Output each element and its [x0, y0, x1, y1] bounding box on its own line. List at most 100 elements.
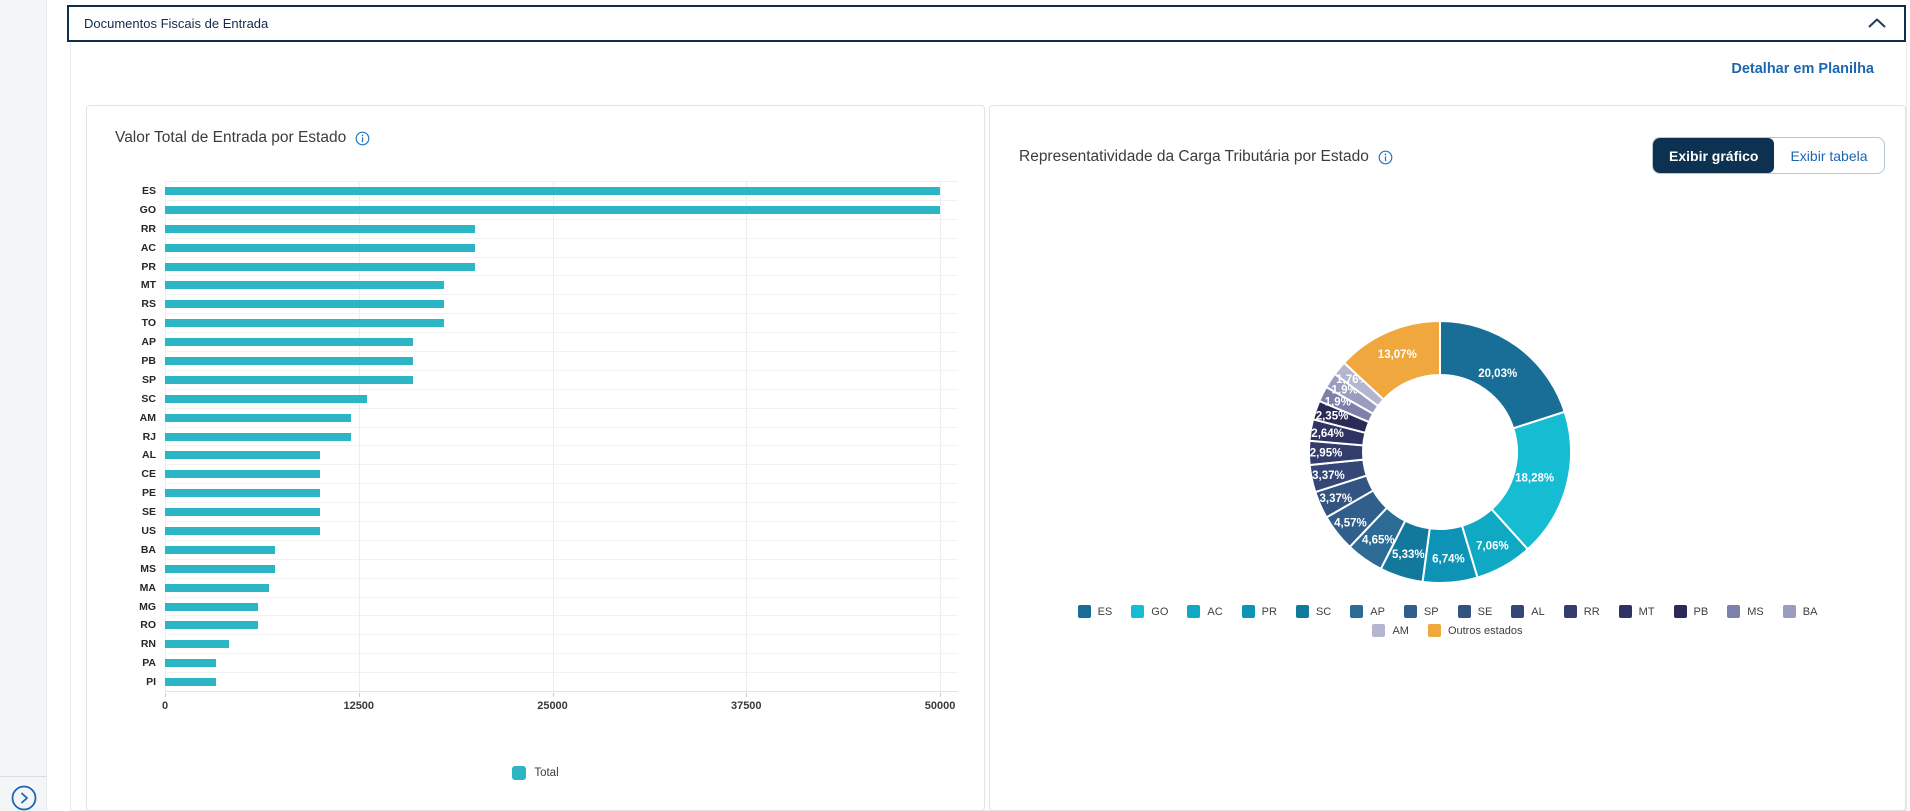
- bar-legend-total[interactable]: Total: [86, 766, 985, 780]
- legend-item-go[interactable]: GO: [1131, 605, 1168, 618]
- donut-slice-value-label: 7,06%: [1476, 540, 1509, 552]
- grid-line: [358, 182, 360, 691]
- donut-slice-value-label: 1,9%: [1331, 385, 1357, 397]
- bar-category-label: MT: [140, 279, 156, 292]
- bar: [165, 526, 320, 535]
- bar: [165, 319, 444, 328]
- legend-label: PB: [1693, 605, 1709, 618]
- legend-swatch: [1077, 605, 1091, 618]
- bar: [165, 678, 217, 687]
- grid-line: [552, 182, 554, 691]
- legend-label: SE: [1477, 605, 1493, 618]
- donut-legend: ES GO AC PR SC AP SP SE AL RR MT PB MS BA AM Outros est…: [990, 605, 1905, 637]
- legend-item-es[interactable]: ES: [1077, 605, 1113, 618]
- legend-label: AP: [1370, 605, 1385, 618]
- legend-item-mt[interactable]: MT: [1618, 605, 1655, 618]
- bar-category-label: AC: [140, 241, 156, 254]
- legend-swatch: [1295, 605, 1309, 618]
- legend-swatch: [1187, 605, 1201, 618]
- legend-label: RR: [1583, 605, 1600, 618]
- legend-item-am[interactable]: AM: [1372, 624, 1409, 637]
- bar-category-label: AP: [141, 336, 156, 349]
- axis-tick-label: 37500: [730, 700, 762, 712]
- bar-row: SE: [142, 503, 958, 523]
- legend-item-se[interactable]: SE: [1457, 605, 1493, 618]
- bar-row: RO: [140, 616, 958, 636]
- legend-item-ba[interactable]: BA: [1782, 605, 1817, 618]
- legend-swatch: [1372, 624, 1386, 637]
- bar-category-label: PA: [142, 657, 156, 670]
- axis-tick: [746, 693, 748, 697]
- info-icon[interactable]: [355, 131, 370, 146]
- legend-item-ac[interactable]: AC: [1187, 605, 1223, 618]
- chevron-up-icon[interactable]: [1868, 15, 1886, 33]
- legend-item-al[interactable]: AL: [1511, 605, 1545, 618]
- legend-label: AM: [1392, 624, 1409, 637]
- bar-chart-title-row: Valor Total de Entrada por Estado: [115, 129, 370, 147]
- bar: [165, 394, 367, 403]
- bar-category-label: SC: [141, 392, 156, 405]
- bar-category-label: AM: [139, 411, 156, 424]
- bar-category-label: CE: [141, 468, 156, 481]
- bar-row: ES: [142, 182, 958, 201]
- bar-row: RR: [141, 220, 958, 239]
- donut-slice-value-label: 2,95%: [1310, 448, 1343, 460]
- bar: [165, 356, 413, 365]
- bar-row: TO: [142, 314, 958, 334]
- donut-slice-value-label: 1,9%: [1325, 396, 1351, 408]
- grid-line: [940, 182, 942, 691]
- show-table-button[interactable]: Exibir tabela: [1774, 138, 1883, 173]
- bar-category-label: RR: [140, 222, 156, 235]
- legend-swatch: [1350, 605, 1364, 618]
- bar-row: BA: [141, 541, 958, 560]
- legend-item-sp[interactable]: SP: [1403, 605, 1439, 618]
- donut-slice-value-label: 13,07%: [1378, 349, 1417, 361]
- donut-slice-value-label: 3,37%: [1319, 493, 1352, 505]
- axis-tick: [165, 693, 166, 697]
- legend-item-ms[interactable]: MS: [1727, 605, 1764, 618]
- legend-item-ap[interactable]: AP: [1350, 605, 1385, 618]
- legend-label: SC: [1315, 605, 1332, 618]
- donut-slice-value-label: 2,35%: [1316, 411, 1349, 423]
- bar-category-label: SE: [141, 506, 156, 519]
- bar-row: SC: [141, 390, 958, 409]
- bar-row: AM: [140, 409, 958, 428]
- bar-category-label: ES: [141, 184, 156, 197]
- donut-slice-outros-estados: [1343, 320, 1441, 401]
- legend-label: ES: [1097, 605, 1113, 618]
- bar-row: RS: [141, 295, 958, 315]
- bar-category-label: MG: [139, 600, 156, 613]
- bar-category-label: PB: [141, 354, 156, 367]
- legend-item-pr[interactable]: PR: [1241, 605, 1277, 618]
- expand-sidebar-button[interactable]: [10, 784, 38, 811]
- legend-swatch-total: [512, 766, 527, 780]
- legend-item-sc[interactable]: SC: [1295, 605, 1332, 618]
- bar-row: PE: [142, 484, 958, 504]
- info-icon[interactable]: [1378, 150, 1393, 165]
- bar-row: PA: [142, 654, 958, 674]
- bar: [165, 489, 320, 498]
- bar-category-label: GO: [139, 203, 156, 216]
- detail-in-spreadsheet-link[interactable]: Detalhar em Planilha: [1731, 61, 1874, 77]
- bar-row: MS: [140, 560, 958, 579]
- bar: [165, 545, 276, 554]
- bar: [165, 621, 258, 630]
- donut-chart-title: Representatividade da Carga Tributária p…: [1019, 148, 1369, 165]
- legend-swatch: [1131, 605, 1145, 618]
- axis-tick-label: 12500: [343, 700, 375, 712]
- legend-item-outros-estados[interactable]: Outros estados: [1427, 624, 1523, 637]
- legend-item-rr[interactable]: RR: [1563, 605, 1600, 618]
- bar: [165, 508, 320, 517]
- section-title: Documentos Fiscais de Entrada: [84, 16, 269, 31]
- legend-swatch: [1241, 605, 1255, 618]
- legend-swatch: [1782, 605, 1796, 618]
- bar: [165, 583, 269, 592]
- sidebar: [0, 0, 47, 811]
- section-header-accordion[interactable]: Documentos Fiscais de Entrada: [67, 5, 1906, 42]
- show-chart-button[interactable]: Exibir gráfico: [1653, 138, 1775, 173]
- legend-item-pb[interactable]: PB: [1673, 605, 1709, 618]
- bar: [165, 243, 475, 252]
- bar-row: AL: [142, 446, 958, 466]
- bar: [165, 432, 351, 441]
- bar-row: SP: [142, 371, 958, 390]
